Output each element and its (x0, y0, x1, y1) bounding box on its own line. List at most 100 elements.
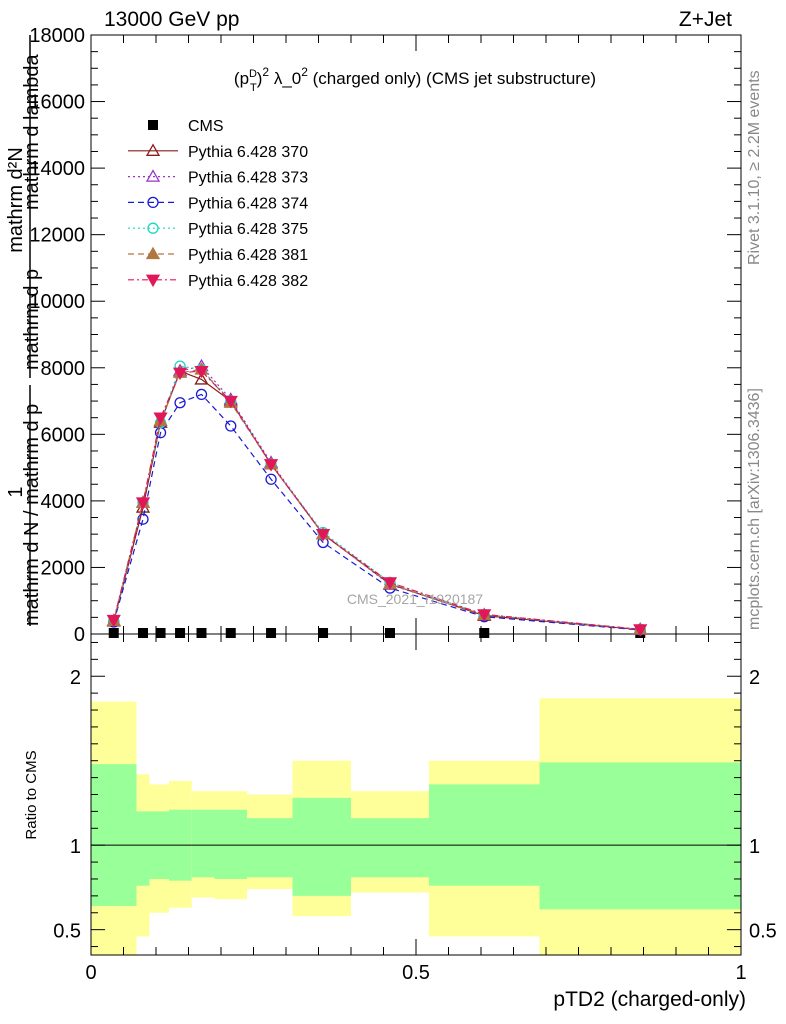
ratio-y-tick-label: 2 (70, 667, 81, 689)
marker-square (148, 120, 158, 130)
marker-triangle-down (633, 624, 648, 637)
marker-square (225, 628, 236, 639)
watermark-text: CMS_2021_I1920187 (347, 591, 483, 607)
marker-square (266, 628, 277, 639)
inner-band-bin (247, 818, 293, 878)
ratio-y-tick-label: 0.5 (53, 921, 81, 943)
ratio-y-tick-label-right: 1 (749, 836, 760, 858)
y-label-denominator-2: mathrm d lambda (21, 54, 43, 210)
y-tick-label: 0 (74, 624, 85, 646)
legend-label: CMS (188, 118, 224, 135)
x-tick-label: 0.5 (402, 962, 430, 984)
y-label-denominator: mathrm d p (21, 269, 43, 370)
legend-label: Pythia 6.428 373 (188, 170, 308, 187)
marker-triangle-down (172, 367, 188, 381)
main-series (106, 358, 648, 639)
marker-square (318, 628, 329, 639)
legend-entry: Pythia 6.428 382 (128, 273, 308, 290)
ratio-y-tick-label-right: 0.5 (749, 921, 777, 943)
rivet-label: Rivet 3.1.10, ≥ 2.2M events (746, 70, 763, 265)
marker-triangle-down (153, 412, 168, 426)
legend-label: Pythia 6.428 382 (188, 273, 308, 290)
marker-square (479, 628, 490, 639)
marker-triangle-up (194, 372, 209, 385)
legend-entry: Pythia 6.428 374 (128, 195, 308, 212)
y-tick-label: 2000 (41, 557, 86, 579)
ratio-y-axis-label: Ratio to CMS (23, 750, 40, 839)
y-tick-label: 4000 (41, 491, 86, 513)
marker-square (138, 628, 148, 639)
marker-circle (195, 388, 208, 401)
legend-label: Pythia 6.428 370 (188, 144, 308, 161)
x-tick-label: 1 (735, 962, 746, 984)
inner-band-bin (191, 809, 215, 878)
inner-band-bin (292, 797, 351, 896)
marker-triangle-down (382, 577, 398, 590)
inner-band-bin (214, 809, 247, 879)
plot-title: (pD T)2 λ_02 (charged only) (CMS jet subs… (234, 65, 596, 94)
mcplots-label: mcplots.cern.ch [arXiv:1306.3436] (746, 388, 763, 630)
legend-label: Pythia 6.428 374 (188, 195, 308, 212)
legend: CMS Pythia 6.428 370 Pythia 6.428 373 Pythi… (128, 118, 308, 290)
marker-triangle-down (194, 365, 209, 379)
marker-triangle-down (135, 497, 151, 510)
ratio-bands (91, 698, 741, 955)
legend-entry: Pythia 6.428 370 (128, 143, 308, 161)
y-tick-label: 6000 (41, 424, 86, 446)
marker-square (385, 628, 395, 639)
main-frame: 0 2000 4000 6000 8000 10000 12000 14000 16000 180… (29, 25, 742, 646)
marker-square (108, 628, 119, 639)
legend-label: Pythia 6.428 375 (188, 221, 308, 238)
y-tick-label: 14000 (29, 158, 85, 180)
marker-circle (265, 473, 277, 485)
y-label-prefactor-den: mathrm d N / mathrm d p (21, 404, 43, 626)
y-tick-label: 8000 (41, 358, 86, 380)
series-pythia-6-428-382 (106, 365, 648, 637)
legend-entry: Pythia 6.428 381 (128, 246, 308, 264)
legend-label: Pythia 6.428 381 (188, 247, 308, 264)
marker-square (155, 628, 166, 639)
marker-triangle-down (223, 395, 238, 409)
marker-triangle-down (106, 614, 121, 628)
series-line (113, 393, 641, 631)
y-label-prefactor-num: 1 (5, 486, 27, 497)
marker-triangle-down (315, 529, 331, 542)
y-tick-label: 12000 (29, 225, 85, 247)
inner-band-bin (539, 762, 741, 910)
process-label: Z+Jet (678, 8, 732, 31)
inner-band-bin (429, 784, 540, 886)
marker-triangle-down (263, 459, 279, 472)
x-tick-label: 0 (85, 962, 96, 984)
series-line (113, 365, 641, 630)
series-cms (108, 628, 646, 639)
marker-triangle-up (145, 169, 161, 182)
marker-circle (147, 222, 159, 234)
marker-triangle-up (145, 246, 161, 260)
legend-entry: CMS (148, 118, 224, 135)
ratio-frame: 0 0.5 10.5 0.51 12 2 (53, 633, 777, 984)
marker-triangle-down (145, 274, 161, 288)
legend-entry: Pythia 6.428 373 (128, 169, 308, 187)
marker-circle (225, 420, 237, 432)
ratio-y-tick-label-right: 2 (749, 667, 760, 689)
x-axis-label: pTD2 (charged-only) (553, 988, 746, 1011)
marker-circle (147, 196, 159, 209)
inner-band-bin (351, 818, 429, 878)
marker-square (196, 628, 207, 639)
y-tick-label: 16000 (29, 92, 85, 114)
series-line (113, 365, 641, 630)
y-tick-label: 10000 (29, 291, 85, 313)
marker-circle (174, 397, 186, 409)
inner-band-bin (91, 764, 137, 907)
y-label-numerator: mathrm d²N (5, 147, 27, 253)
energy-label: 13000 GeV pp (104, 8, 240, 31)
marker-triangle-up (145, 143, 161, 156)
inner-band-bin (136, 811, 150, 886)
legend-entry: Pythia 6.428 375 (128, 221, 308, 238)
marker-circle (137, 513, 149, 525)
marker-triangle-down (477, 609, 492, 622)
marker-square (175, 628, 186, 639)
main-y-axis-label: mathrm d²N mathrm d p mathrm d lambda 1math… (5, 35, 43, 626)
series-line (113, 370, 641, 630)
